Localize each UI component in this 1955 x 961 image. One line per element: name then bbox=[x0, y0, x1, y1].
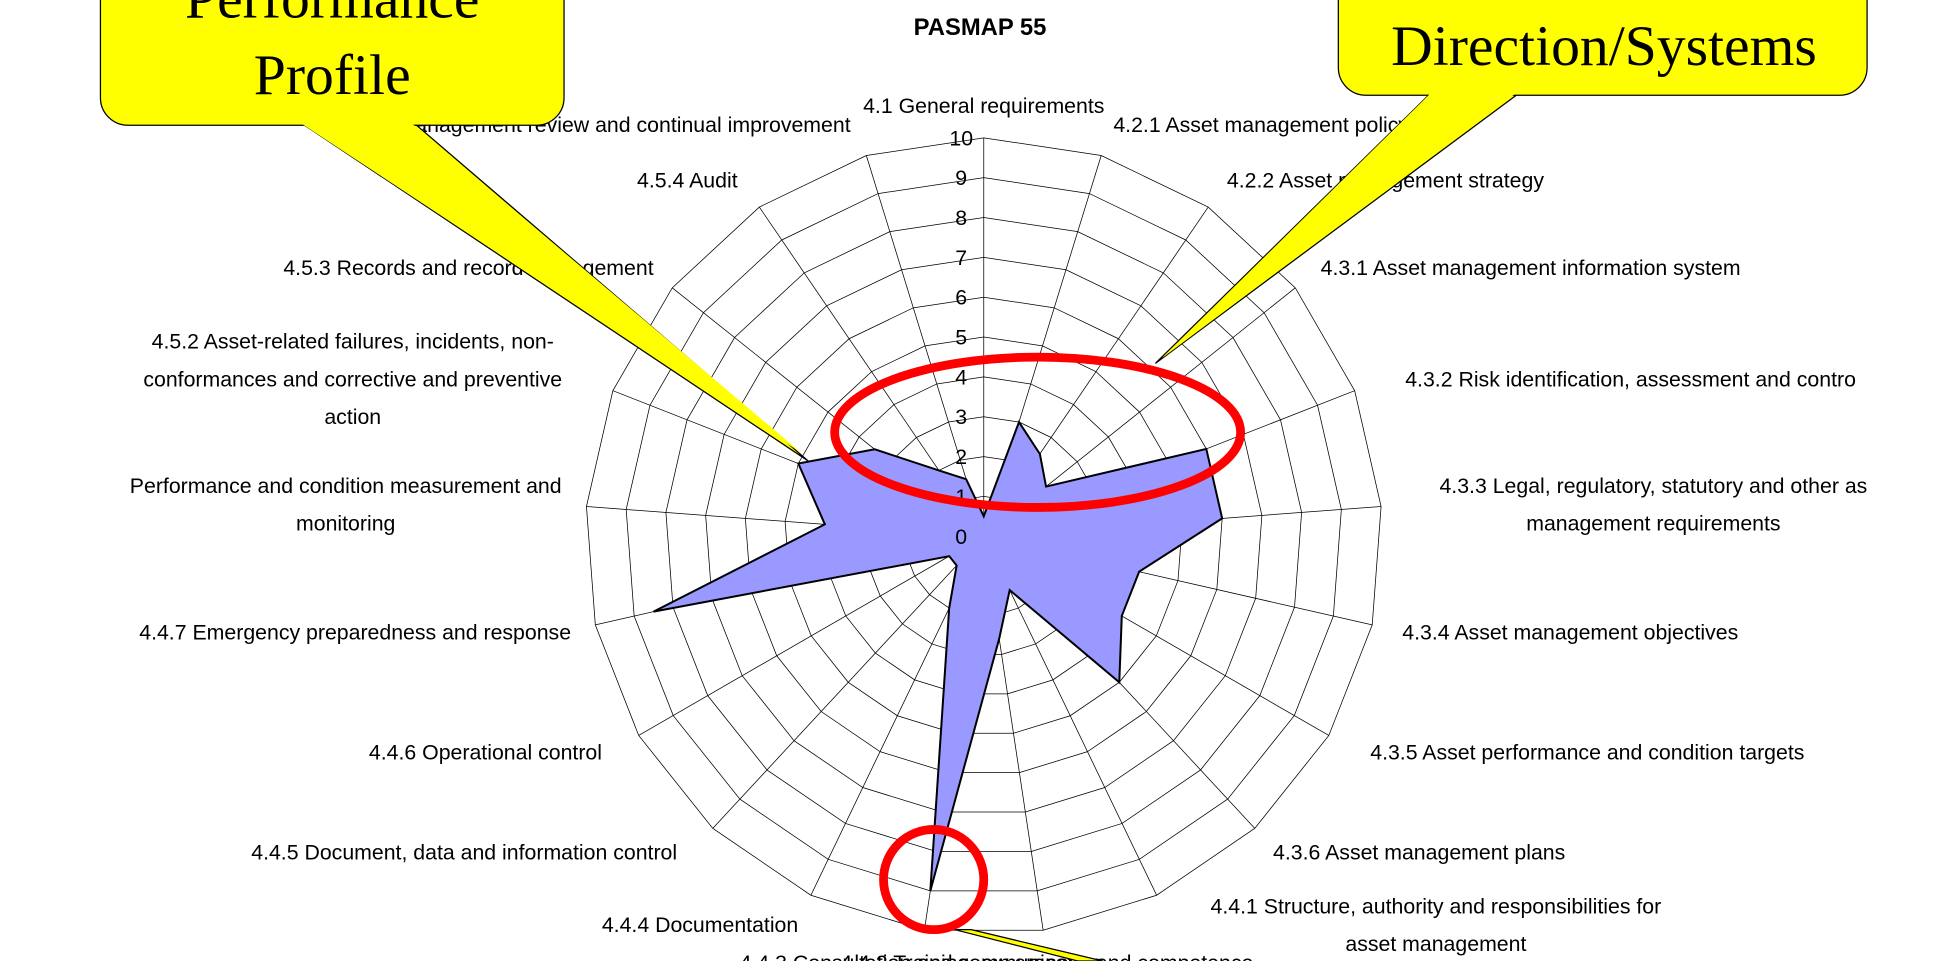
y-tick-label: 0 bbox=[955, 525, 967, 549]
y-tick-label: 5 bbox=[955, 326, 967, 350]
y-tick-label: 10 bbox=[949, 126, 973, 150]
y-tick-label: 6 bbox=[955, 286, 967, 310]
axis-label-line: action bbox=[324, 405, 381, 429]
axis-label: Performance and condition measurement an… bbox=[130, 474, 562, 536]
axis-label: 4.4.4 Documentation bbox=[602, 913, 798, 937]
axis-label-line: monitoring bbox=[296, 511, 395, 535]
axis-label-line: 4.5.3 Records and record management bbox=[283, 256, 653, 280]
axis-label-line: 4.3.2 Risk identification, assessment an… bbox=[1405, 367, 1856, 391]
grid-ring bbox=[744, 296, 1223, 774]
callout-left: Performance Profile bbox=[99, 0, 809, 462]
axis-label-line: 4.3.5 Asset performance and condition ta… bbox=[1370, 740, 1804, 764]
axis-label-line: 4.3.1 Asset management information syste… bbox=[1321, 256, 1741, 280]
axis-label: 4.4.7 Emergency preparedness and respons… bbox=[139, 621, 571, 645]
chart-title: PASMAP 55 bbox=[914, 14, 1047, 41]
labels: 0 1 2 3 4 5 6 7 8 9 10 4.1 General requirements 4.2.… bbox=[130, 94, 1868, 961]
spoke bbox=[638, 535, 984, 736]
highlight-ellipse bbox=[830, 352, 1246, 512]
y-tick-label: 8 bbox=[955, 206, 967, 230]
axis-label: 4.3.3 Legal, regulatory, statutory and o… bbox=[1439, 474, 1867, 536]
callout-text: Profile bbox=[254, 44, 411, 107]
axis-label: 4.3.2 Risk identification, assessment an… bbox=[1405, 367, 1856, 391]
axis-label-line: 4.1 General requirements bbox=[863, 94, 1104, 118]
axis-label: 4.1 General requirements bbox=[863, 94, 1104, 118]
axis-label-line: 4.4.2 Training, aw areness and competenc… bbox=[840, 951, 1253, 961]
y-tick-label: 3 bbox=[955, 405, 967, 429]
axis-label-line: 4.4.4 Documentation bbox=[602, 913, 798, 937]
axis-label-line: 4.2.1 Asset management policy bbox=[1113, 113, 1409, 137]
spoke bbox=[712, 535, 985, 829]
series-area bbox=[653, 419, 1224, 892]
axis-label: 4.5.2 Asset-related failures, incidents,… bbox=[143, 330, 562, 429]
axis-label: 4.3.6 Asset management plans bbox=[1273, 841, 1565, 865]
callout-text: Direction/Systems bbox=[1391, 15, 1817, 78]
y-tick-label: 9 bbox=[955, 166, 967, 190]
axis-label-line: asset management bbox=[1345, 932, 1526, 956]
callout-right: Direction/Systems bbox=[1154, 0, 1868, 364]
axis-label: 4.4.2 Training, aw areness and competenc… bbox=[840, 951, 1253, 961]
axis-label: 4.4.5 Document, data and information con… bbox=[251, 841, 677, 865]
axis-label-line: 4.3.4 Asset management objectives bbox=[1402, 621, 1738, 645]
axis-label: 4.2.1 Asset management policy bbox=[1113, 113, 1409, 137]
axis-label: 4.4.1 Structure, authority and responsib… bbox=[1211, 894, 1662, 956]
axis-label: 4.5.3 Records and record management bbox=[283, 256, 653, 280]
axis-label: 4.3.1 Asset management information syste… bbox=[1321, 256, 1741, 280]
axis-label-line: 4.4.5 Document, data and information con… bbox=[251, 841, 677, 865]
axis-label: 4.4.6 Operational control bbox=[369, 740, 602, 764]
axis-label-line: 4.5.4 Audit bbox=[637, 169, 738, 193]
axis-label-line: Performance and condition measurement an… bbox=[130, 474, 562, 498]
axis-label-line: 4.4.3 Consultation and communication bbox=[740, 951, 1102, 961]
highlight-circle bbox=[879, 825, 989, 935]
plot bbox=[653, 419, 1224, 892]
axis-label: 4.4.3 Consultation and communication bbox=[740, 951, 1102, 961]
spoke bbox=[865, 155, 985, 537]
axis-label: 4.5.4 Audit bbox=[637, 169, 738, 193]
axis-label-line: conformances and corrective and preventi… bbox=[143, 367, 562, 391]
axis-label-line: 4.4.7 Emergency preparedness and respons… bbox=[139, 621, 571, 645]
axis-label-line: 4.5.2 Asset-related failures, incidents,… bbox=[152, 330, 554, 354]
y-tick-label: 7 bbox=[955, 246, 967, 270]
axis-label-line: 4.3.6 Asset management plans bbox=[1273, 841, 1565, 865]
axis-label: 4.3.4 Asset management objectives bbox=[1402, 621, 1738, 645]
y-tick-label: 4 bbox=[955, 365, 967, 389]
axis-label: 4.3.5 Asset performance and condition ta… bbox=[1370, 740, 1804, 764]
axis-label-line: 4.3.3 Legal, regulatory, statutory and o… bbox=[1439, 474, 1867, 498]
callout-text: Performance bbox=[185, 0, 479, 31]
axis-label-line: management requirements bbox=[1526, 511, 1780, 535]
y-tick-label: 1 bbox=[955, 485, 967, 509]
axis-label-line: 4.4.6 Operational control bbox=[369, 740, 602, 764]
y-tick-label: 2 bbox=[955, 445, 967, 469]
grid-ring bbox=[784, 336, 1183, 734]
spoke bbox=[983, 536, 1157, 896]
axis-label-line: 4.4.1 Structure, authority and responsib… bbox=[1211, 894, 1662, 918]
